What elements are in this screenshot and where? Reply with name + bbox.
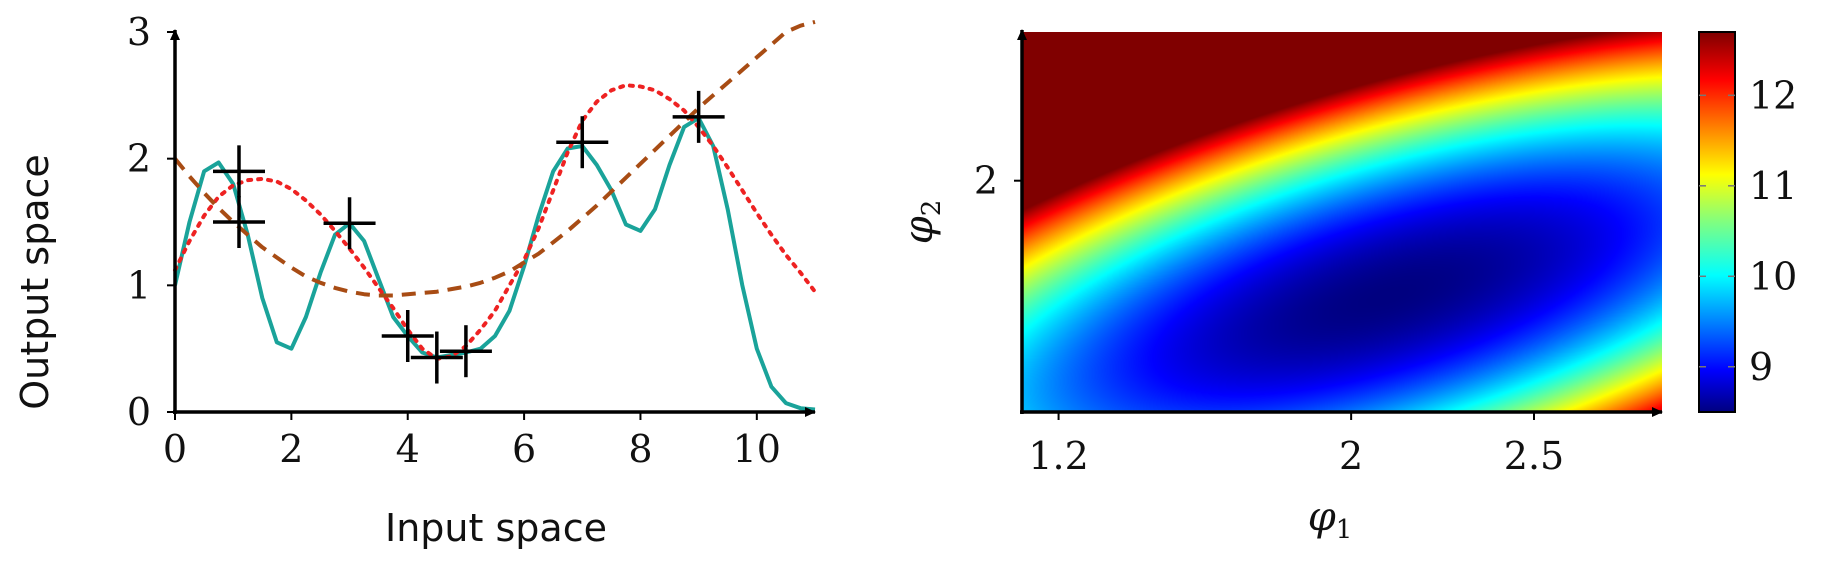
x-tick-label: 6 (512, 427, 536, 471)
heatmap-x-tick-label: 2 (1339, 434, 1363, 478)
y-tick-label: 0 (127, 390, 151, 434)
x-tick-label: 8 (628, 427, 652, 471)
y-tick-label: 3 (127, 10, 151, 54)
y-axis-title: Output space (13, 154, 57, 410)
series-line-solid (173, 116, 816, 412)
x-tick-label: 10 (733, 427, 781, 471)
x-tick-label: 0 (163, 427, 187, 471)
data-point-marker (381, 310, 434, 362)
colorbar: 9 10 11 12 (1698, 31, 1797, 413)
data-point-marker (213, 145, 265, 198)
y-tick-label: 2 (127, 137, 151, 181)
data-point-marker (672, 90, 725, 143)
heatmap-x-axis-title: φ1 (1308, 494, 1353, 545)
x-tick-labels: 0 2 4 6 8 10 (163, 412, 781, 471)
data-point-marker (323, 197, 376, 250)
heatmap-x-tick-label: 2.5 (1504, 434, 1564, 478)
colorbar-gradient (1698, 31, 1736, 413)
colorbar-tick-label: 11 (1749, 164, 1797, 208)
x-tick-label: 2 (279, 427, 303, 471)
heatmap-y-axis-title: φ2 (896, 200, 947, 245)
data-point-marker (556, 116, 609, 169)
heatmap-image-container (1021, 32, 1662, 412)
heatmap-canvas (1021, 32, 1662, 412)
series-line-dotted (173, 83, 817, 361)
heatmap-y-tick-labels: 2 (974, 159, 1022, 203)
heatmap-chart: 1.2 2 2.5 2 φ1 φ2 9 10 11 12 (896, 29, 1797, 545)
line-chart-plot-area (173, 19, 817, 412)
colorbar-tick-label: 10 (1749, 254, 1797, 298)
colorbar-tick-label: 12 (1749, 73, 1797, 117)
y-tick-label: 1 (127, 263, 151, 307)
heatmap-x-tick-label: 1.2 (1028, 434, 1088, 478)
colorbar-ticks: 9 10 11 12 (1699, 73, 1797, 389)
heatmap-y-tick-label: 2 (974, 159, 998, 203)
data-point-marker (439, 325, 492, 378)
series-line-dashed (173, 19, 816, 298)
x-axis-title: Input space (385, 506, 607, 550)
data-point-marker (213, 196, 265, 248)
x-tick-label: 4 (396, 427, 420, 471)
line-chart: 0 2 4 6 8 10 0 1 2 3 Input space Output space (13, 10, 817, 550)
data-point-marker (410, 331, 463, 384)
colorbar-tick-label: 9 (1749, 345, 1773, 389)
heatmap-x-tick-labels: 1.2 2 2.5 (1028, 412, 1564, 478)
y-tick-labels: 0 1 2 3 (127, 10, 175, 434)
